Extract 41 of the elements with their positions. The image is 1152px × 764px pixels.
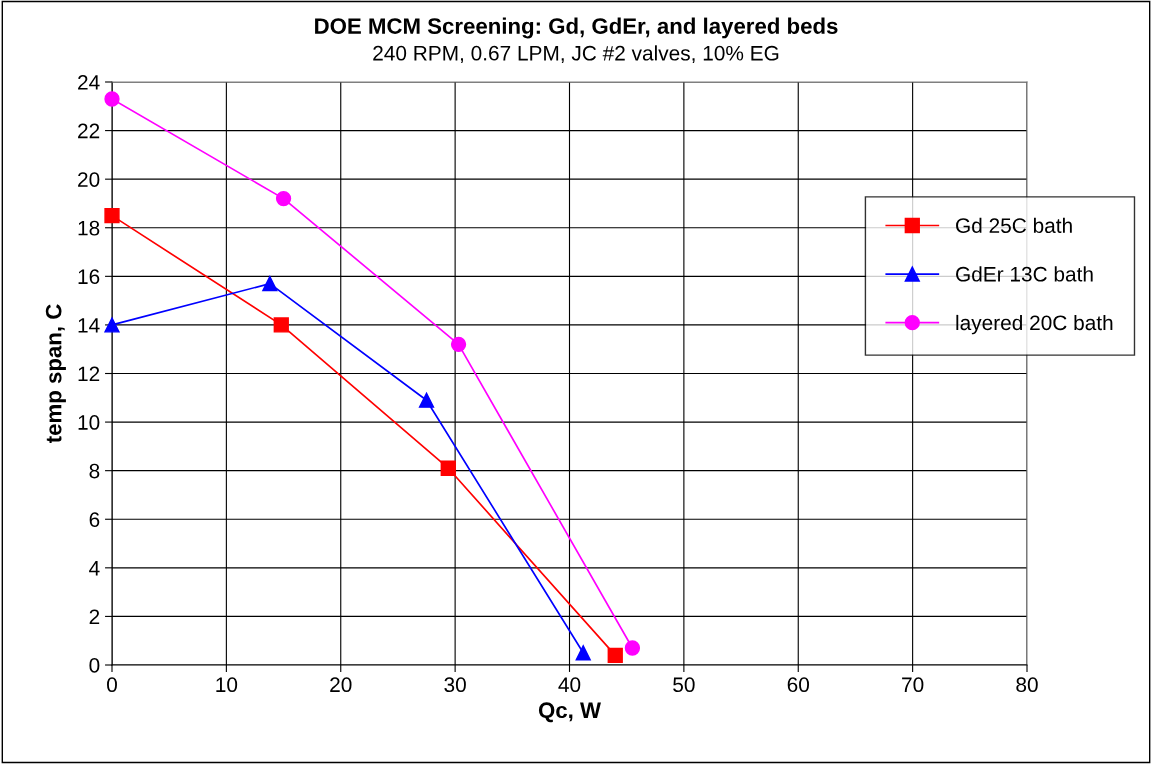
y-tick-label: 18 [78, 220, 100, 236]
legend-label: GdEr 13C bath [956, 266, 1093, 282]
y-axis-title: temp span, C [45, 304, 66, 443]
chart-title: DOE MCM Screening: Gd, GdEr, and layered beds [315, 17, 838, 39]
y-tick-label: 12 [78, 366, 100, 382]
chart-subtitle: 240 RPM, 0.67 LPM, JC #2 valves, 10% EG [373, 45, 779, 64]
legend-label: layered 20C bath [956, 314, 1113, 335]
y-tick-label: 24 [78, 75, 100, 90]
x-tick-label: 10 [216, 677, 238, 693]
point [607, 647, 623, 663]
point [275, 190, 292, 207]
x-tick-label: 80 [1016, 677, 1038, 693]
x-tick-label: 40 [558, 677, 581, 693]
y-tick-label: 16 [78, 269, 100, 285]
point [104, 91, 120, 107]
point [104, 317, 120, 333]
y-tick-label: 0 [89, 658, 100, 673]
x-tick-label: 60 [787, 677, 810, 693]
y-tick-label: 2 [89, 609, 100, 624]
y-tick-label: 10 [78, 415, 100, 430]
y-tick-label: 22 [78, 123, 100, 139]
x-tick-label: 0 [107, 677, 117, 693]
y-tick-label: 14 [78, 318, 100, 333]
point [624, 640, 641, 656]
legend-label: Gd 25C bath [956, 217, 1072, 234]
y-tick-label: 6 [89, 512, 100, 527]
y-tick-label: 4 [89, 561, 100, 576]
x-tick-label: 20 [330, 677, 352, 693]
point [262, 275, 278, 292]
x-tick-label: 30 [444, 677, 466, 693]
point [104, 207, 120, 224]
y-tick-label: 8 [89, 463, 100, 479]
x-tick-label: 70 [902, 677, 924, 693]
point [273, 317, 289, 333]
point [440, 460, 456, 476]
x-tick-label: 50 [673, 677, 695, 693]
point [450, 336, 467, 352]
x-axis-title: Qc, W [538, 702, 601, 723]
y-tick-label: 20 [78, 172, 100, 187]
point [575, 645, 591, 661]
point [418, 392, 435, 408]
